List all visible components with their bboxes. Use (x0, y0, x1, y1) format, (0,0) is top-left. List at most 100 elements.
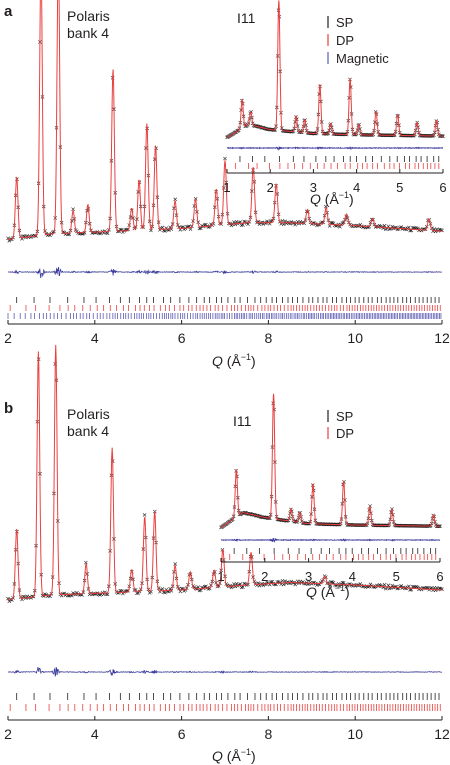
panel-b-x-tick-label: 6 (178, 726, 186, 742)
panel-a-reflection-ticks-sp (16, 297, 440, 303)
legend-label-dp: DP (336, 33, 354, 48)
panel-b-inset-legend: SP DP (327, 409, 354, 441)
panel-b-inset-x-axis-label: Q (Å−1) (306, 583, 350, 600)
panel-a-inset-observed-series (225, 8, 445, 140)
panel-b-x-tick-label: 12 (434, 726, 450, 742)
data-point (160, 587, 165, 591)
panel-b-inset-reflection-ticks-dp (229, 554, 437, 560)
data-point (241, 222, 245, 227)
legend-label-dp: DP (336, 426, 354, 441)
data-point (234, 219, 239, 224)
data-point (293, 582, 298, 587)
panel-b-inset-x-ticks: 1 2 3 4 5 6 (217, 558, 444, 584)
data-point (149, 228, 153, 233)
data-point (327, 584, 332, 588)
panel-a: a Polaris bank 4 2 4 6 8 10 12 Q (Å−1) I11 SP… (4, 0, 450, 369)
panel-a-inset: I11 SP DP Magnetic 1 2 3 4 5 6 Q (Å−1) (223, 0, 447, 207)
panel-b-x-tick-label: 4 (91, 726, 99, 742)
data-point (399, 584, 403, 588)
panel-a-inset-x-tick-label: 3 (310, 180, 317, 195)
data-point (341, 580, 346, 585)
data-point (241, 585, 245, 589)
data-point (324, 204, 328, 209)
panel-a-inset-x-ticks: 1 2 3 4 5 6 (223, 169, 447, 195)
panel-b-x-tick-label: 10 (347, 726, 363, 742)
data-point (246, 582, 250, 587)
panel-b-x-ticks: 2 4 6 8 10 12 (4, 716, 450, 742)
panel-a-annotation-line-1: Polaris (67, 8, 110, 24)
panel-b-reflection-ticks-dp (9, 704, 441, 711)
data-point (142, 513, 147, 517)
panel-b: b Polaris bank 4 2 4 6 8 10 12 Q (Å−1) I11 SP… (4, 344, 450, 764)
panel-a-x-ticks: 2 4 6 8 10 12 (4, 320, 450, 346)
panel-b-inset-reflection-ticks-sp (233, 548, 437, 554)
panel-b-difference-line (7, 667, 443, 678)
data-point (84, 560, 88, 565)
panel-a-annotation-line-2: bank 4 (67, 25, 109, 41)
panel-b-main-plot (6, 344, 444, 711)
data-point (198, 226, 203, 231)
panel-a-inset-reflection-ticks-dp (235, 163, 440, 169)
panel-a-x-tick-label: 12 (434, 330, 450, 346)
panel-a-inset-x-axis-label: Q (Å−1) (310, 190, 354, 207)
data-point (338, 584, 342, 589)
data-point (135, 591, 139, 596)
panel-b-inset-difference-line (220, 537, 441, 543)
panel-a-difference-line (7, 266, 443, 279)
data-point (197, 588, 202, 593)
data-point (239, 223, 244, 228)
data-point (281, 582, 286, 587)
data-point (198, 588, 203, 593)
panel-b-observed-series (6, 357, 444, 604)
data-point (382, 582, 387, 587)
panel-a-x-tick-label: 4 (91, 330, 99, 346)
panel-b-inset-plot (219, 393, 442, 560)
panel-b-inset-observed-series (219, 401, 442, 530)
panel-b-inset-x-tick-label: 2 (261, 569, 268, 584)
panel-b-x-tick-label: 2 (4, 726, 12, 742)
panel-b-reflection-ticks-sp (16, 693, 440, 700)
panel-b-x-tick-label: 8 (265, 726, 273, 742)
panel-b-label: b (4, 400, 13, 417)
data-point (406, 225, 411, 230)
panel-b-inset-x-tick-label: 3 (305, 569, 312, 584)
panel-a-inset-plot (225, 0, 445, 169)
data-point (169, 227, 174, 232)
panel-a-main-plot (6, 0, 444, 319)
panel-a-calculated-line (7, 0, 443, 241)
panel-b-annotation-line-1: Polaris (67, 406, 110, 422)
data-point (169, 589, 174, 593)
panel-a-inset-x-tick-label: 2 (267, 180, 274, 195)
panel-a-label: a (4, 3, 13, 20)
legend-label-sp: SP (336, 409, 353, 424)
panel-a-inset-x-tick-label: 4 (353, 180, 360, 195)
panel-a-x-axis-label: Q (Å−1) (212, 352, 256, 369)
panel-b-inset-label: I11 (233, 413, 252, 429)
panel-a-x-tick-label: 2 (4, 330, 12, 346)
legend-label-magnetic: Magnetic (336, 51, 389, 66)
panel-b-inset-calculated-line (220, 393, 440, 528)
panel-b-x-axis-label: Q (Å−1) (212, 747, 256, 764)
data-point (270, 579, 275, 584)
panel-a-inset-x-tick-label: 5 (396, 180, 403, 195)
data-point (163, 229, 167, 233)
panel-a-inset-label: I11 (237, 10, 256, 26)
panel-a-x-tick-label: 10 (347, 330, 363, 346)
panel-a-inset-x-tick-label: 1 (223, 180, 230, 195)
panel-a-inset-difference-line (226, 146, 444, 151)
panel-b-calculated-line (7, 344, 443, 601)
panel-a-inset-calculated-line (226, 0, 443, 138)
panel-a-x-tick-label: 6 (178, 330, 186, 346)
panel-a-inset-x-tick-label: 6 (439, 180, 446, 195)
panel-b-inset-x-tick-label: 1 (217, 569, 224, 584)
panel-b-inset: I11 SP DP 1 2 3 4 5 6 Q (Å−1) (217, 393, 444, 600)
panel-b-inset-x-tick-label: 5 (393, 569, 400, 584)
panel-a-x-tick-label: 8 (265, 330, 273, 346)
panel-b-inset-x-tick-label: 6 (436, 569, 443, 584)
data-point (338, 224, 342, 229)
data-point (173, 562, 178, 566)
panel-a-inset-reflection-ticks-sp (239, 156, 440, 162)
legend-label-sp: SP (336, 15, 353, 30)
data-point (173, 197, 178, 202)
